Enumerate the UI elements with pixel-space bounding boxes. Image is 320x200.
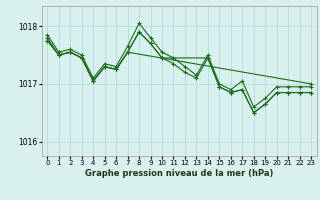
X-axis label: Graphe pression niveau de la mer (hPa): Graphe pression niveau de la mer (hPa) — [85, 169, 273, 178]
